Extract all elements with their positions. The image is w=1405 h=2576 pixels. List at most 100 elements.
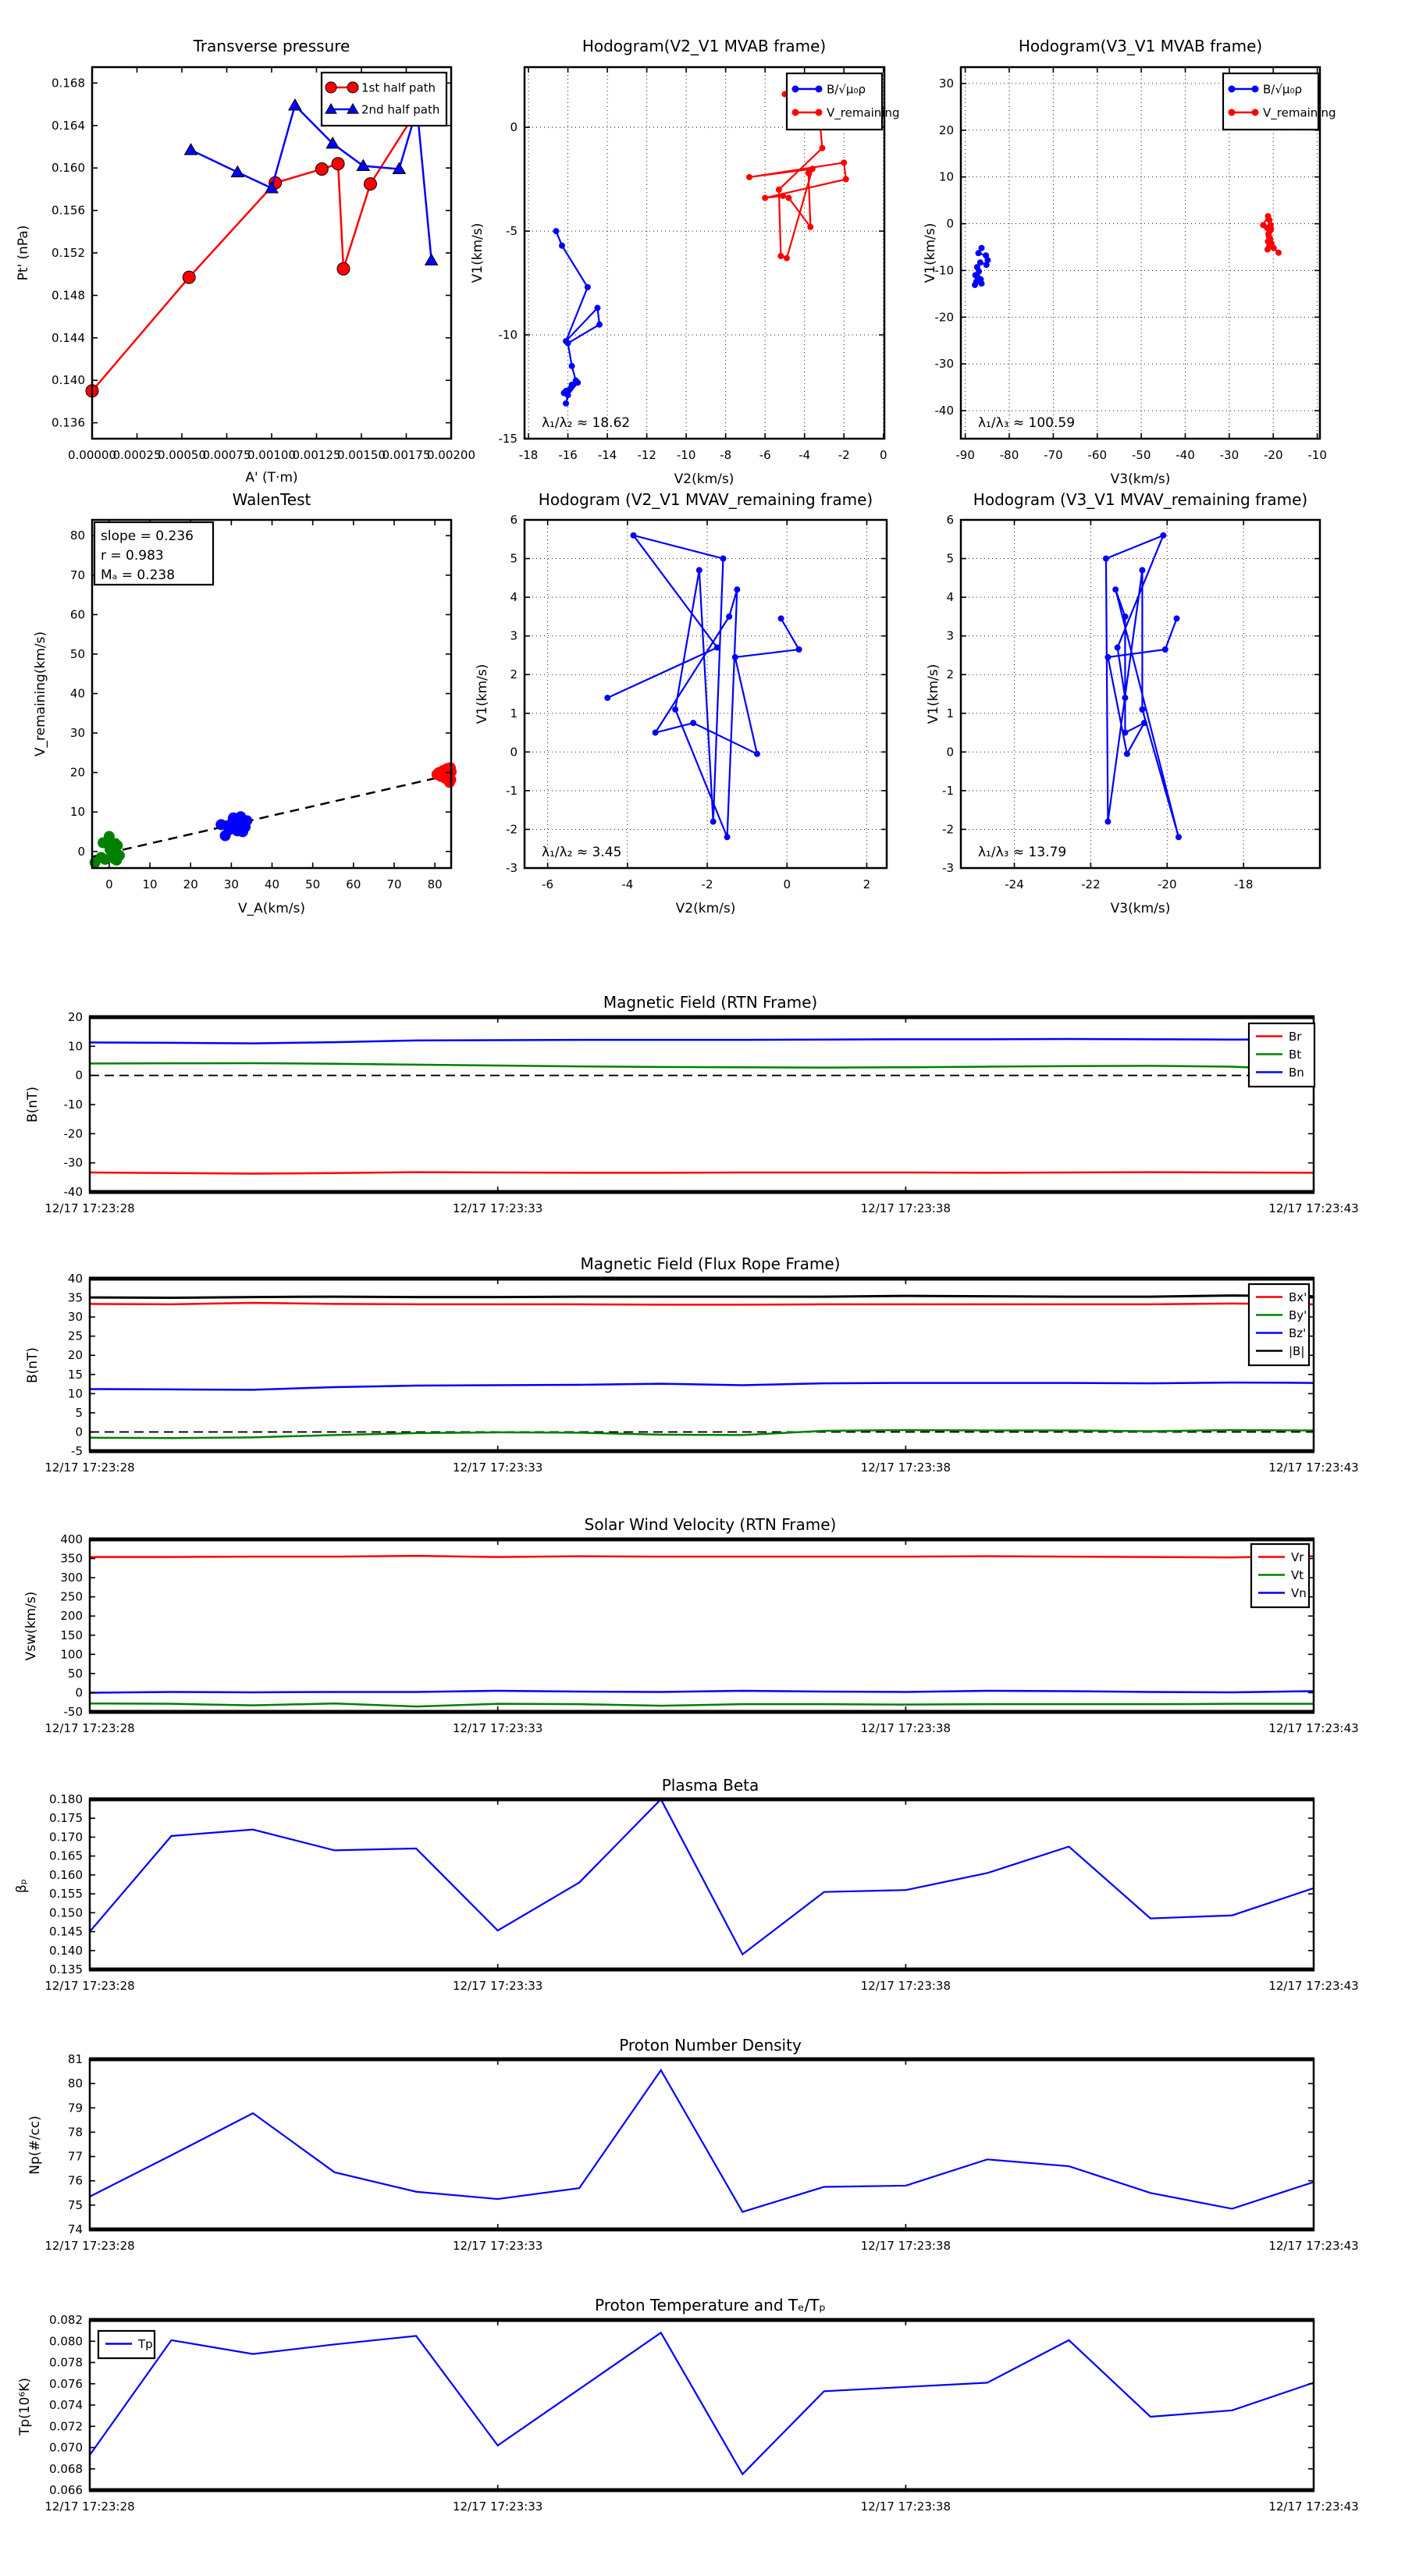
- series-by-: [89, 1429, 1314, 1439]
- series--b-: [89, 1294, 1314, 1300]
- svg-text:0.160: 0.160: [49, 1868, 83, 1882]
- series-vr: [90, 1554, 1314, 1559]
- svg-text:77: 77: [68, 2150, 83, 2164]
- svg-text:-30: -30: [935, 357, 955, 371]
- svg-text:0.068: 0.068: [49, 2462, 83, 2476]
- legend: B/√μ₀ρ V_remaining: [1222, 72, 1336, 131]
- svg-text:By': By': [1289, 1308, 1307, 1322]
- legend: Bx' By' Bz' |B|: [1247, 1283, 1311, 1367]
- axes-group: 12/17 17:23:28 12/17 17:23:33 12/17 17:23:…: [44, 1010, 1358, 1215]
- plot-title: Magnetic Field (Flux Rope Frame): [580, 1254, 841, 1273]
- svg-text:5: 5: [510, 552, 518, 566]
- svg-text:Bx': Bx': [1289, 1290, 1307, 1304]
- svg-text:-10: -10: [677, 448, 696, 462]
- svg-text:-4: -4: [799, 448, 810, 462]
- series-2nd-half-path: [190, 103, 432, 261]
- svg-text:0: 0: [77, 845, 85, 859]
- svg-text:-14: -14: [598, 448, 617, 462]
- svg-text:12/17 17:23:28: 12/17 17:23:28: [44, 1721, 134, 1735]
- svg-text:0: 0: [880, 448, 887, 462]
- svg-text:-10: -10: [64, 1098, 84, 1112]
- x-axis-label: V_A(km/s): [237, 901, 306, 916]
- legend: B/√μ₀ρ V_remaining: [785, 72, 900, 131]
- svg-text:-22: -22: [1081, 877, 1101, 891]
- svg-text:0.00025: 0.00025: [112, 448, 161, 462]
- svg-text:0: 0: [510, 120, 518, 134]
- svg-text:79: 79: [68, 2101, 83, 2115]
- svg-text:0.156: 0.156: [52, 204, 85, 218]
- svg-text:0.160: 0.160: [52, 161, 85, 175]
- svg-text:Bn: Bn: [1289, 1066, 1304, 1080]
- svg-text:V_remaining: V_remaining: [827, 106, 900, 121]
- svg-text:-4: -4: [621, 877, 633, 891]
- y-axis-label: B(nT): [25, 1347, 41, 1384]
- svg-text:-24: -24: [1005, 877, 1024, 891]
- svg-text:6: 6: [946, 513, 954, 527]
- y-axis-label: V_remaining(km/s): [33, 631, 48, 757]
- svg-text:12/17 17:23:43: 12/17 17:23:43: [1268, 1461, 1358, 1475]
- svg-text:Bt: Bt: [1289, 1048, 1301, 1062]
- svg-text:100: 100: [60, 1647, 83, 1661]
- svg-text:12/17 17:23:28: 12/17 17:23:28: [44, 2500, 134, 2514]
- plot-title: Proton Temperature and Tₑ/Tₚ: [595, 2296, 826, 2314]
- svg-text:25: 25: [68, 1329, 83, 1343]
- svg-text:74: 74: [68, 2222, 83, 2236]
- svg-text:80: 80: [428, 877, 443, 891]
- svg-text:20: 20: [70, 766, 85, 780]
- series-b-sqrt-mu0-rho-: [555, 230, 601, 404]
- svg-text:0.145: 0.145: [49, 1925, 83, 1939]
- svg-text:-50: -50: [1132, 448, 1151, 462]
- series-v-remaining-path: [606, 533, 801, 838]
- svg-text:Bz': Bz': [1289, 1326, 1306, 1340]
- svg-text:1st half path: 1st half path: [361, 81, 436, 95]
- axes-group: 12/17 17:23:28 12/17 17:23:33 12/17 17:23:…: [44, 1272, 1358, 1475]
- svg-text:12/17 17:23:43: 12/17 17:23:43: [1268, 1721, 1358, 1735]
- axes-group: 0.000000.000250.000500.000750.001000.001…: [52, 66, 475, 462]
- svg-text:-15: -15: [499, 432, 518, 446]
- svg-text:B/√μ₀ρ: B/√μ₀ρ: [1263, 83, 1302, 97]
- svg-text:-6: -6: [759, 448, 771, 462]
- svg-text:0: 0: [105, 877, 113, 891]
- svg-text:-1: -1: [506, 784, 518, 798]
- svg-text:12/17 17:23:38: 12/17 17:23:38: [861, 1979, 951, 1993]
- svg-text:0.165: 0.165: [49, 1849, 83, 1863]
- svg-text:75: 75: [68, 2198, 83, 2212]
- svg-text:0.136: 0.136: [52, 416, 85, 430]
- axes-group: -24 -22 -20 -18 -3 -2 -1 0 1 2 3 4 5 6 λ₁/λ₃ ≈ 13.79: [942, 513, 1321, 891]
- svg-text:50: 50: [305, 877, 320, 891]
- eigenvalue-ratio-annotation: λ₁/λ₂ ≈ 18.62: [542, 415, 630, 431]
- svg-text:0.00050: 0.00050: [158, 448, 206, 462]
- svg-text:2: 2: [510, 667, 518, 681]
- plot-title: Proton Number Density: [619, 2036, 802, 2055]
- svg-text:70: 70: [70, 568, 85, 582]
- svg-text:0: 0: [946, 217, 954, 231]
- svg-text:10: 10: [143, 877, 158, 891]
- svg-text:-60: -60: [1088, 448, 1108, 462]
- svg-text:Br: Br: [1289, 1030, 1302, 1044]
- svg-text:6: 6: [510, 513, 518, 527]
- svg-text:300: 300: [60, 1571, 83, 1585]
- svg-text:20: 20: [939, 123, 954, 137]
- x-axis-label: V2(km/s): [674, 471, 735, 487]
- svg-text:0: 0: [946, 745, 954, 759]
- series-v-remaining: [1262, 214, 1279, 254]
- svg-text:0.144: 0.144: [52, 331, 85, 345]
- legend: Tp: [97, 2329, 156, 2360]
- svg-text:-30: -30: [64, 1156, 84, 1170]
- svg-text:-18: -18: [1234, 877, 1254, 891]
- series-bn: [89, 1037, 1314, 1044]
- svg-text:-16: -16: [558, 448, 578, 462]
- series-vn: [89, 1689, 1314, 1694]
